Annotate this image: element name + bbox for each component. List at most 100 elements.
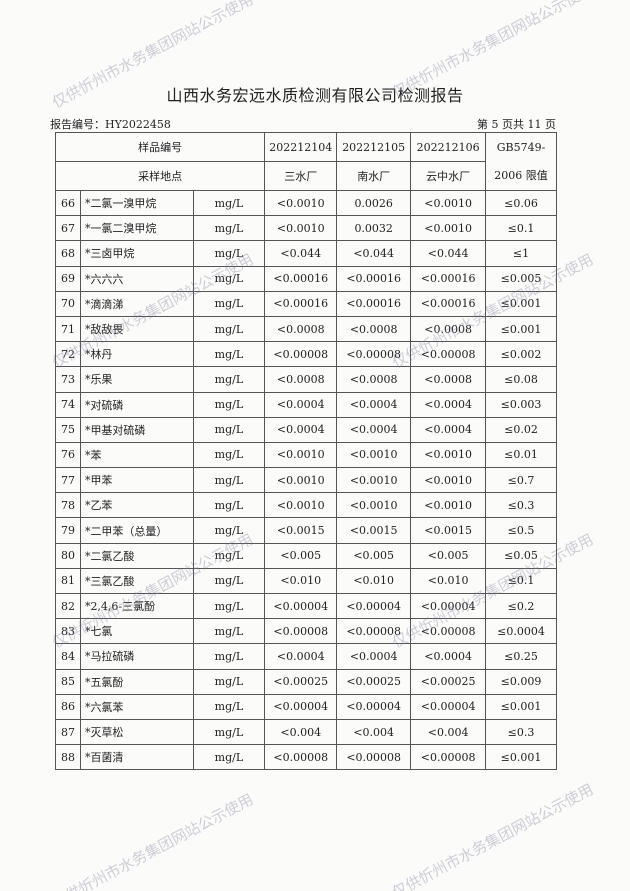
item-name: *二甲苯（总量） xyxy=(79,517,194,544)
row-number: 78 xyxy=(55,492,81,519)
row-number: 72 xyxy=(55,341,81,368)
sample-value: <0.0004 xyxy=(264,643,338,670)
unit: mg/L xyxy=(192,341,266,368)
sample-location: 云中水厂 xyxy=(410,161,487,191)
limit-value: ≤0.0004 xyxy=(485,618,557,645)
limit-value: ≤0.002 xyxy=(485,341,557,368)
table-row: 73 *乐果 mg/L <0.0008 <0.0008 <0.0008 ≤0.08 xyxy=(55,366,557,393)
table-row: 81 *三氯乙酸 mg/L <0.010 <0.010 <0.010 ≤0.1 xyxy=(55,567,557,595)
table-row: 78 *乙苯 mg/L <0.0010 <0.0010 <0.0010 ≤0.3 xyxy=(55,492,557,519)
item-name: *六六六 xyxy=(79,265,194,292)
sample-value: <0.0010 xyxy=(410,189,487,217)
row-number: 87 xyxy=(55,718,81,746)
item-name: *乐果 xyxy=(79,366,194,393)
sample-value: <0.00008 xyxy=(264,744,338,771)
sample-value: <0.00016 xyxy=(410,290,487,317)
unit: mg/L xyxy=(192,718,266,746)
item-name: *甲基对硫磷 xyxy=(79,416,194,443)
sample-value: <0.005 xyxy=(336,542,412,569)
table-row: 72 *林丹 mg/L <0.00008 <0.00008 <0.00008 ≤0.002 xyxy=(55,341,557,368)
sample-value: <0.00025 xyxy=(264,668,338,695)
sample-value: <0.004 xyxy=(336,718,412,746)
limit-value: ≤0.5 xyxy=(485,517,557,544)
sample-value: <0.00025 xyxy=(410,668,487,695)
sample-value: <0.00004 xyxy=(264,592,338,620)
unit: mg/L xyxy=(192,215,266,242)
sample-location: 三水厂 xyxy=(264,161,338,191)
item-name: *马拉硫磷 xyxy=(79,643,194,670)
table-row: 70 *滴滴涕 mg/L <0.00016 <0.00016 <0.00016 ≤0.001 xyxy=(55,290,557,317)
table-row: 83 *七氯 mg/L <0.00008 <0.00008 <0.00008 ≤0.0004 xyxy=(55,618,557,645)
unit: mg/L xyxy=(192,265,266,292)
sample-value: <0.0008 xyxy=(264,315,338,343)
limit-value: ≤0.06 xyxy=(485,189,557,217)
row-number: 86 xyxy=(55,693,81,720)
limit-value: ≤0.02 xyxy=(485,416,557,443)
row-number: 74 xyxy=(55,391,81,418)
row-number: 82 xyxy=(55,592,81,620)
sample-value: <0.0004 xyxy=(264,391,338,418)
sample-value: <0.0004 xyxy=(264,416,338,443)
item-name: *敌敌畏 xyxy=(79,315,194,343)
limit-value: ≤0.05 xyxy=(485,542,557,569)
table-row: 74 *对硫磷 mg/L <0.0004 <0.0004 <0.0004 ≤0.003 xyxy=(55,391,557,418)
row-number: 68 xyxy=(55,240,81,267)
unit: mg/L xyxy=(192,517,266,544)
sample-value: <0.0010 xyxy=(336,467,412,494)
sample-value: <0.0008 xyxy=(410,315,487,343)
limit-value: ≤0.001 xyxy=(485,290,557,317)
table-row: 76 *苯 mg/L <0.0010 <0.0010 <0.0010 ≤0.01 xyxy=(55,441,557,469)
sample-value: <0.0010 xyxy=(336,441,412,469)
sample-value: <0.00008 xyxy=(336,744,412,771)
limit-label-2: 2006 限值 xyxy=(494,168,548,182)
limit-value: ≤0.001 xyxy=(485,315,557,343)
sample-value: <0.0008 xyxy=(264,366,338,393)
table-row: 88 *百菌清 mg/L <0.00008 <0.00008 <0.00008 ≤0.001 xyxy=(55,744,557,771)
sample-value: <0.00004 xyxy=(336,592,412,620)
sample-value: <0.0010 xyxy=(264,492,338,519)
sample-value: <0.010 xyxy=(264,567,338,595)
row-number: 75 xyxy=(55,416,81,443)
limit-header: GB5749- 2006 限值 xyxy=(485,132,557,191)
sample-value: <0.00004 xyxy=(336,693,412,720)
limit-value: ≤1 xyxy=(485,240,557,267)
sample-value: <0.0015 xyxy=(336,517,412,544)
sample-value: <0.0010 xyxy=(264,215,338,242)
limit-value: ≤0.7 xyxy=(485,467,557,494)
sample-value: <0.0004 xyxy=(336,416,412,443)
item-name: *七氯 xyxy=(79,618,194,645)
row-number: 77 xyxy=(55,467,81,494)
limit-label-1: GB5749- xyxy=(496,140,546,154)
row-number: 84 xyxy=(55,643,81,670)
limit-value: ≤0.3 xyxy=(485,718,557,746)
sample-value: <0.0008 xyxy=(336,366,412,393)
sample-value: <0.0004 xyxy=(410,416,487,443)
sample-id: 202212104 xyxy=(264,132,338,162)
header-row-location: 采样地点 三水厂 南水厂 云中水厂 xyxy=(54,161,557,191)
unit: mg/L xyxy=(192,744,266,771)
item-name: *五氯酚 xyxy=(79,668,194,695)
unit: mg/L xyxy=(192,441,266,469)
item-name: *六氯苯 xyxy=(79,693,194,720)
table-row: 71 *敌敌畏 mg/L <0.0008 <0.0008 <0.0008 ≤0.001 xyxy=(55,315,557,343)
sample-value: <0.0015 xyxy=(410,517,487,544)
unit: mg/L xyxy=(192,189,266,217)
item-name: *滴滴涕 xyxy=(79,290,194,317)
limit-value: ≤0.2 xyxy=(485,592,557,620)
sample-value: <0.00004 xyxy=(410,592,487,620)
sample-value: <0.0004 xyxy=(336,643,412,670)
table-row: 80 *二氯乙酸 mg/L <0.005 <0.005 <0.005 ≤0.05 xyxy=(55,542,557,569)
item-name: *甲苯 xyxy=(79,467,194,494)
table-row: 68 *三卤甲烷 mg/L <0.044 <0.044 <0.044 ≤1 xyxy=(55,240,557,267)
sample-value: <0.0010 xyxy=(264,189,338,217)
sample-id: 202212106 xyxy=(410,132,487,162)
sample-value: <0.00008 xyxy=(264,618,338,645)
table-row: 66 *二氯一溴甲烷 mg/L <0.0010 0.0026 <0.0010 ≤0.06 xyxy=(55,189,557,217)
sample-value: <0.004 xyxy=(410,718,487,746)
unit: mg/L xyxy=(192,467,266,494)
table-row: 84 *马拉硫磷 mg/L <0.0004 <0.0004 <0.0004 ≤0.25 xyxy=(55,643,557,670)
limit-value: ≤0.001 xyxy=(485,693,557,720)
table-row: 75 *甲基对硫磷 mg/L <0.0004 <0.0004 <0.0004 ≤0.02 xyxy=(55,416,557,443)
sample-value: <0.0008 xyxy=(410,366,487,393)
row-number: 76 xyxy=(55,441,81,469)
